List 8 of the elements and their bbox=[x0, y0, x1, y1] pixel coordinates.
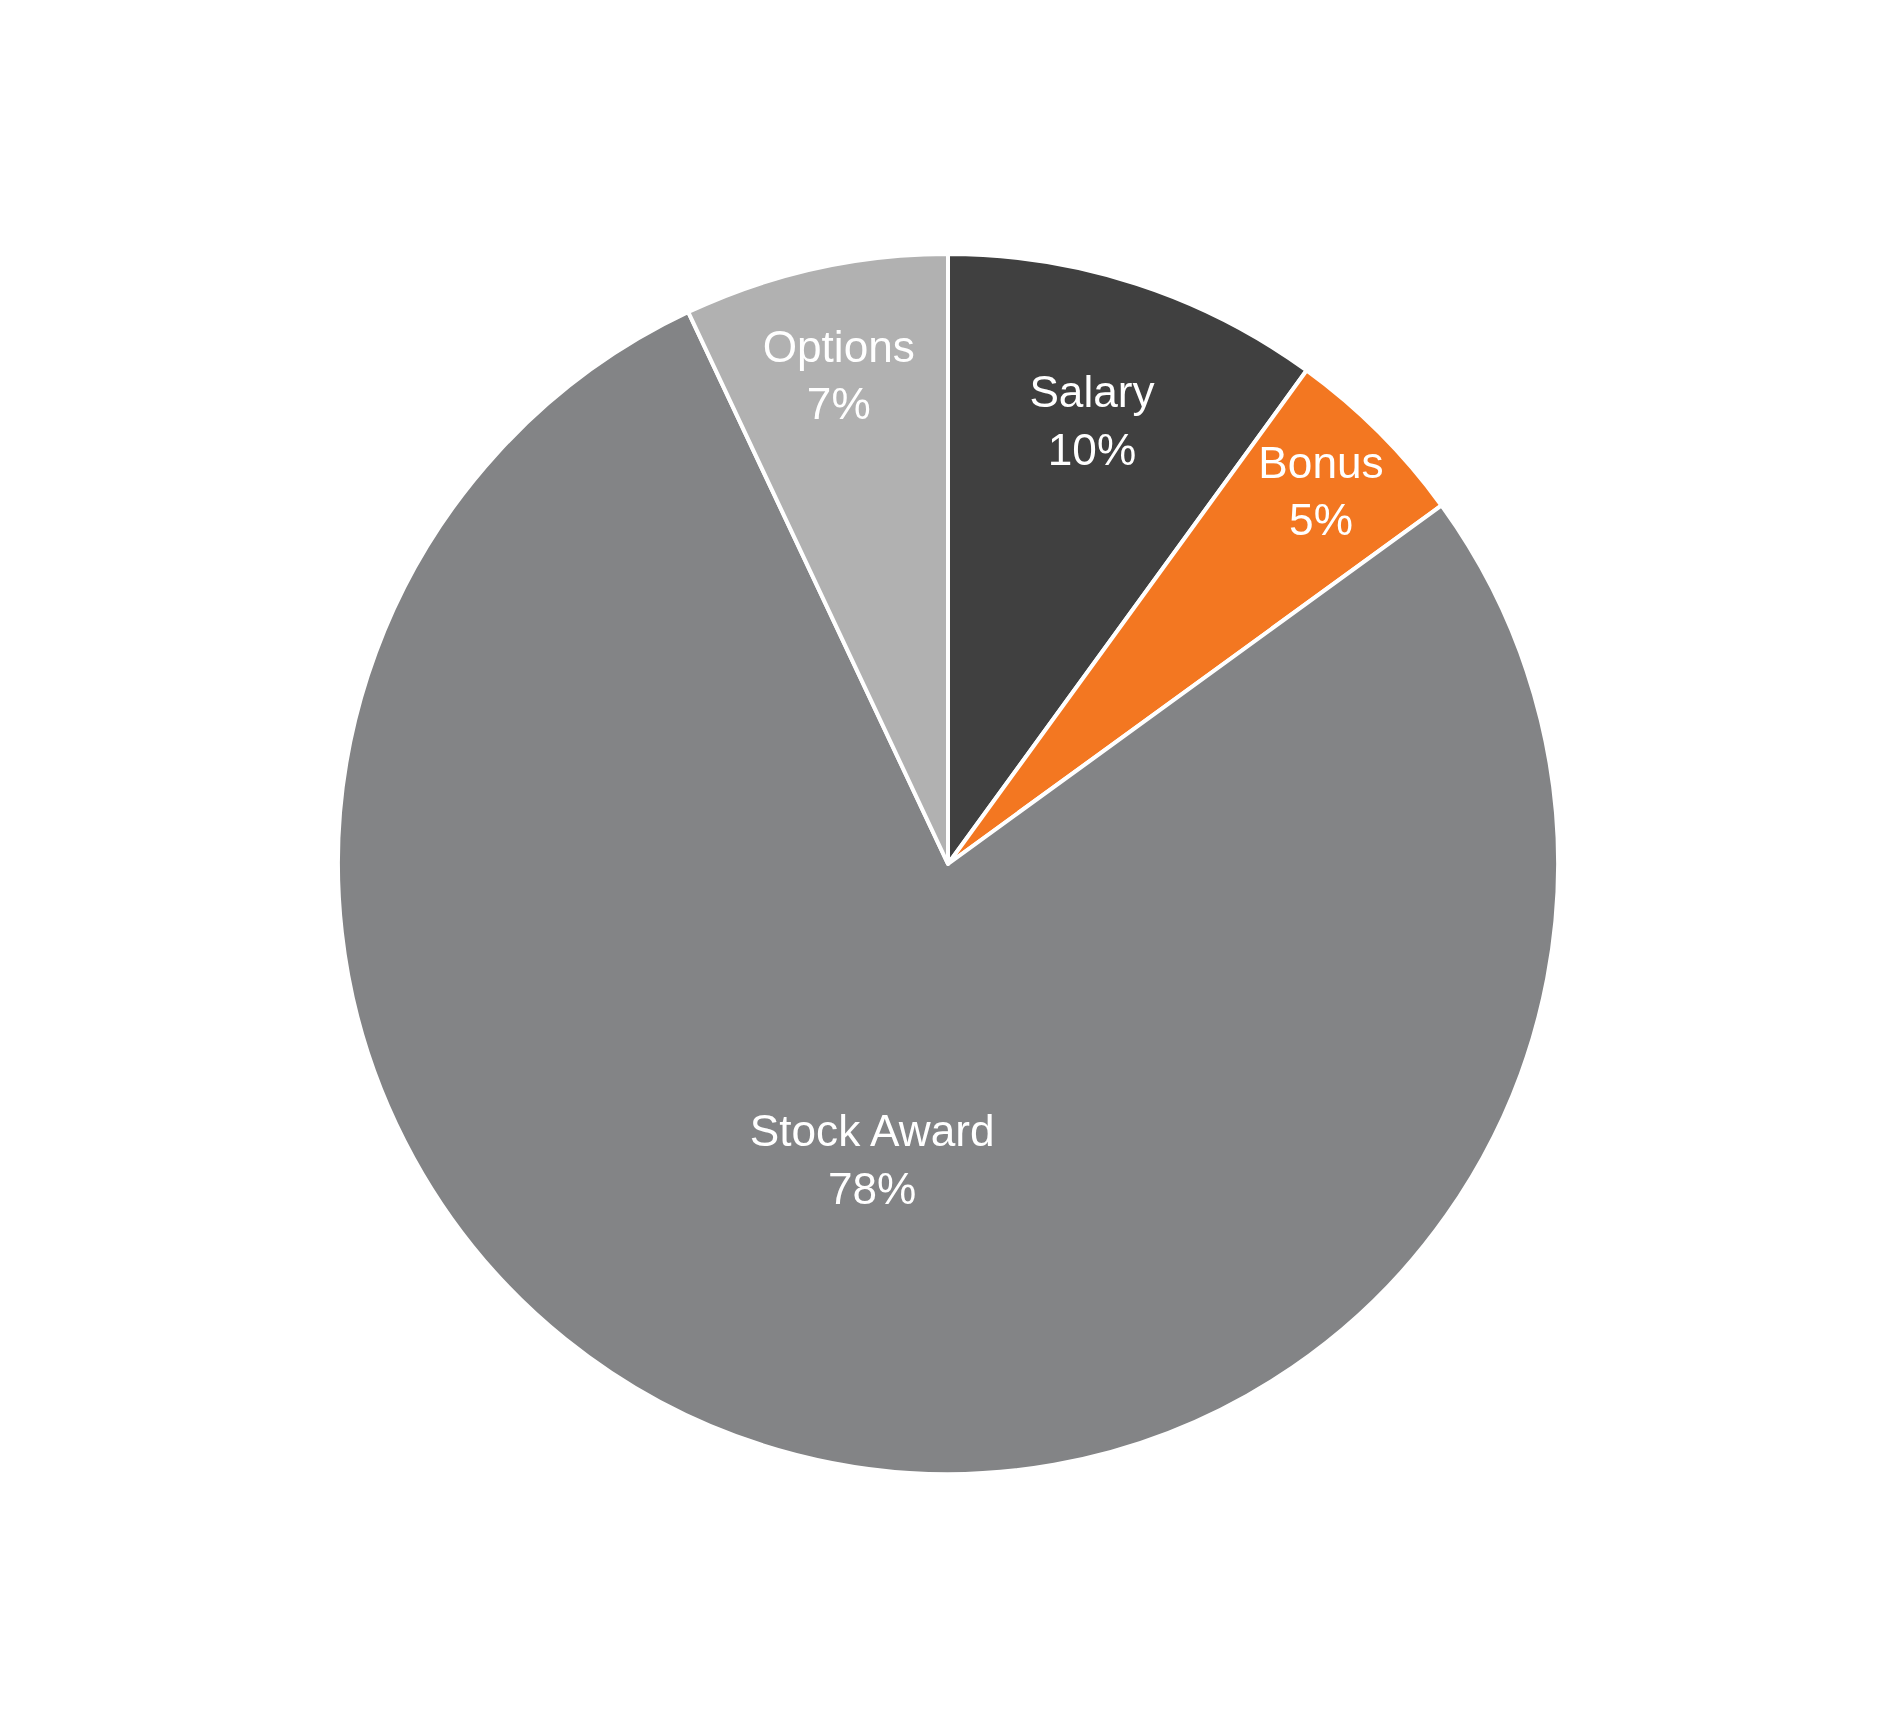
data-label: 5% bbox=[1289, 495, 1353, 545]
slice-label: Bonus bbox=[1258, 437, 1384, 487]
data-label: 7% bbox=[806, 379, 871, 429]
data-label: 78% bbox=[827, 1163, 917, 1213]
data-label: 10% bbox=[1047, 424, 1137, 474]
slice-label: Salary bbox=[1029, 367, 1155, 417]
slice-label: Stock Award bbox=[749, 1106, 995, 1156]
slice-label: Options bbox=[762, 321, 915, 371]
